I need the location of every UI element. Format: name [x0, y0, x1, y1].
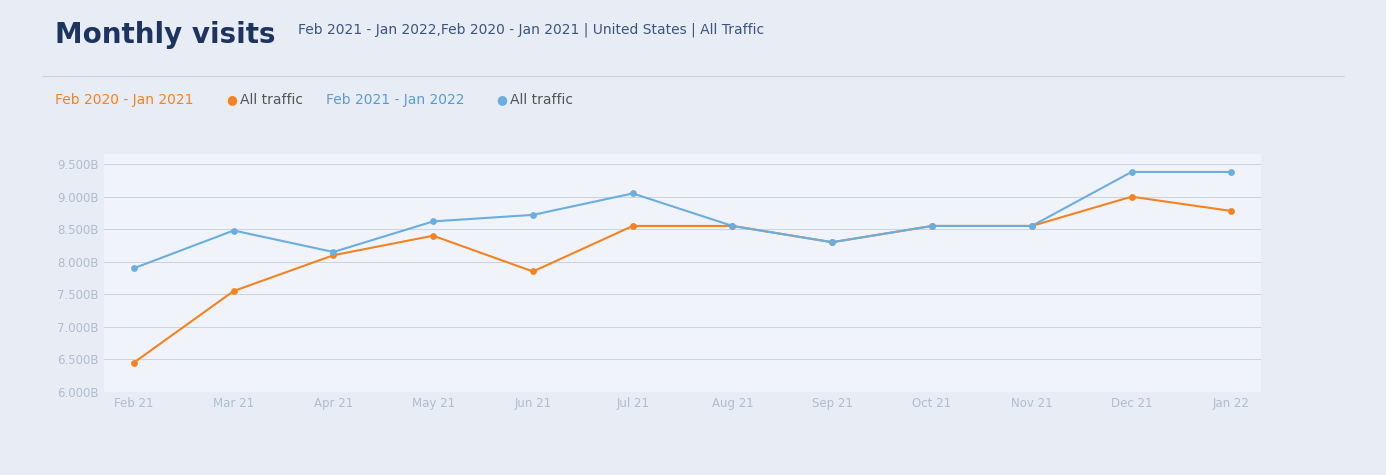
Point: [1220, 207, 1242, 215]
Point: [423, 232, 445, 239]
Point: [1120, 193, 1142, 200]
Point: [721, 222, 743, 230]
Point: [123, 265, 146, 272]
Point: [1220, 168, 1242, 176]
Point: [1020, 222, 1042, 230]
Point: [721, 222, 743, 230]
Text: ●: ●: [496, 93, 507, 105]
Text: Feb 2021 - Jan 2022,Feb 2020 - Jan 2021 | United States | All Traffic: Feb 2021 - Jan 2022,Feb 2020 - Jan 2021 …: [298, 22, 764, 37]
Point: [622, 190, 644, 197]
Text: ●: ●: [226, 93, 237, 105]
Point: [821, 238, 843, 246]
Point: [920, 222, 942, 230]
Point: [523, 211, 545, 218]
Point: [423, 218, 445, 225]
Text: Feb 2020 - Jan 2021: Feb 2020 - Jan 2021: [55, 93, 194, 106]
Point: [323, 251, 345, 259]
Text: All traffic: All traffic: [240, 93, 302, 106]
Point: [622, 222, 644, 230]
Point: [223, 227, 245, 234]
Text: All traffic: All traffic: [510, 93, 572, 106]
Point: [1020, 222, 1042, 230]
Point: [523, 268, 545, 276]
Point: [920, 222, 942, 230]
Text: Feb 2021 - Jan 2022: Feb 2021 - Jan 2022: [326, 93, 464, 106]
Point: [1120, 168, 1142, 176]
Point: [223, 287, 245, 295]
Point: [123, 359, 146, 366]
Point: [821, 238, 843, 246]
Point: [323, 248, 345, 256]
Text: Monthly visits: Monthly visits: [55, 21, 276, 49]
